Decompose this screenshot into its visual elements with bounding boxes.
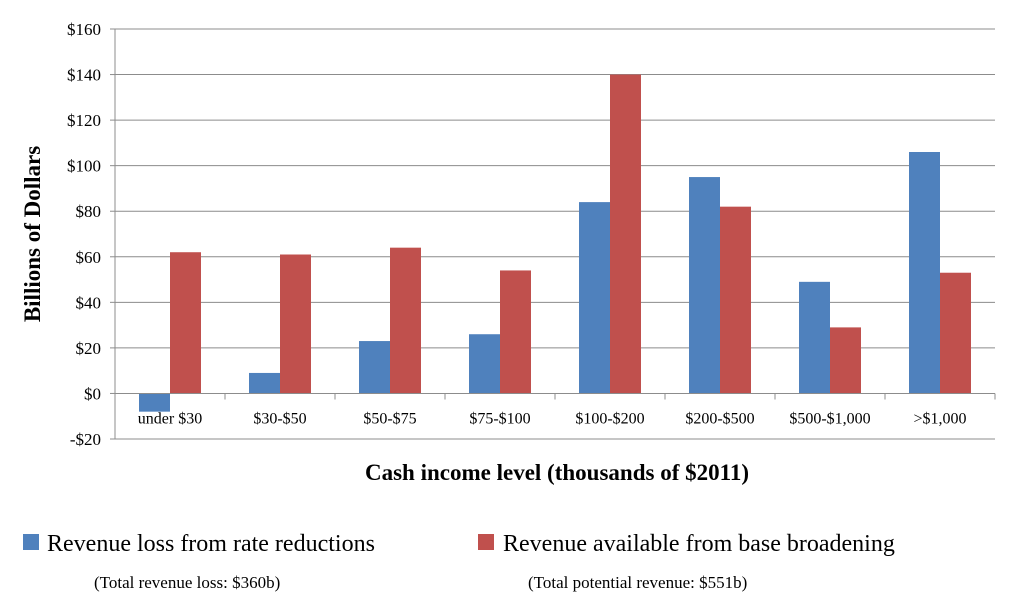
x-axis-ticks: under $30 $30-$50 $50-$75 $75-$100 $100-$200… [114, 393, 996, 427]
x-tick-label: >$1,000 [913, 410, 966, 427]
bar-series-2-6 [830, 327, 861, 394]
x-tick-label: $500-$1,000 [789, 410, 870, 427]
y-tick-label: $20 [76, 339, 102, 358]
legend-note-series-2: (Total potential revenue: $551b) [528, 573, 747, 592]
x-tick-label: $75-$100 [469, 410, 530, 427]
legend-label-series-2: Revenue available from base broadening [503, 531, 895, 557]
bar-series-1-4 [579, 202, 610, 394]
y-tick-label: $160 [67, 20, 101, 39]
gridlines [115, 28, 995, 440]
y-axis-ticks: $160 $140 $120 $100 $80 $60 $40 $20 $0 -$20 [67, 20, 115, 449]
legend-swatch-series-1 [23, 534, 39, 550]
x-tick-label: $100-$200 [575, 410, 644, 427]
y-tick-label: $120 [67, 111, 101, 130]
bar-series-1-1 [249, 372, 280, 394]
axes [114, 29, 995, 439]
bar-series-2-1 [280, 254, 311, 394]
legend-swatch-series-2 [478, 534, 494, 550]
y-tick-label: $140 [67, 66, 101, 85]
y-axis-label: Billions of Dollars [20, 146, 45, 322]
y-tick-label: -$20 [70, 430, 101, 449]
bar-series-2-3 [500, 270, 531, 394]
x-tick-label: under $30 [138, 410, 202, 427]
bar-series-1-6 [799, 281, 830, 394]
bar-series-1-3 [469, 334, 500, 394]
bar-series-1-0 [139, 393, 170, 412]
bar-series-2-2 [390, 247, 421, 394]
x-tick-label: $30-$50 [253, 410, 306, 427]
bars [139, 74, 971, 412]
legend-label-series-1: Revenue loss from rate reductions [47, 531, 375, 557]
x-tick-label: $50-$75 [363, 410, 416, 427]
x-axis-label: Cash income level (thousands of $2011) [365, 460, 749, 485]
legend-note-series-1: (Total revenue loss: $360b) [94, 573, 280, 592]
y-tick-label: $100 [67, 157, 101, 176]
bar-series-2-0 [170, 252, 201, 394]
legend: Revenue loss from rate reductions (Total… [23, 531, 895, 592]
y-tick-label: $0 [84, 384, 101, 403]
bar-series-1-5 [689, 177, 720, 394]
bar-series-2-4 [610, 74, 641, 394]
y-tick-label: $60 [76, 248, 102, 267]
bar-series-2-5 [720, 206, 751, 394]
bar-series-1-2 [359, 341, 390, 394]
bar-series-2-7 [940, 272, 971, 394]
y-tick-label: $80 [76, 202, 102, 221]
x-tick-label: $200-$500 [685, 410, 754, 427]
y-tick-label: $40 [76, 293, 102, 312]
bar-series-1-7 [909, 152, 940, 394]
